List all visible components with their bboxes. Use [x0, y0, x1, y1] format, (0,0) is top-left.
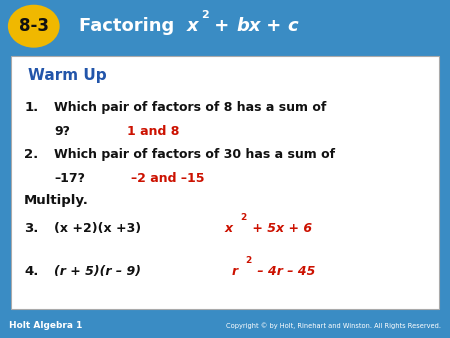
Text: x: x — [225, 222, 233, 235]
Text: (x +2)(x +3): (x +2)(x +3) — [54, 222, 141, 235]
Text: 2: 2 — [201, 10, 209, 20]
FancyBboxPatch shape — [11, 56, 439, 309]
Text: Copyright © by Holt, Rinehart and Winston. All Rights Reserved.: Copyright © by Holt, Rinehart and Winsto… — [226, 322, 441, 329]
Text: 3.: 3. — [24, 222, 38, 235]
Text: + 5x + 6: + 5x + 6 — [248, 222, 312, 235]
Text: – 4r – 45: – 4r – 45 — [253, 265, 315, 278]
Text: 2: 2 — [246, 256, 252, 265]
Text: (r + 5)(r – 9): (r + 5)(r – 9) — [54, 265, 141, 278]
Text: Factoring: Factoring — [79, 17, 180, 35]
Text: 2.: 2. — [24, 148, 38, 161]
Text: 2: 2 — [240, 213, 246, 222]
Text: r: r — [231, 265, 238, 278]
Text: Holt Algebra 1: Holt Algebra 1 — [9, 321, 82, 330]
Text: Which pair of factors of 30 has a sum of: Which pair of factors of 30 has a sum of — [54, 148, 335, 161]
Text: 1.: 1. — [24, 101, 38, 114]
Ellipse shape — [8, 5, 59, 48]
Text: +: + — [260, 17, 287, 35]
Text: 4.: 4. — [24, 265, 38, 278]
Text: Multiply.: Multiply. — [24, 194, 89, 207]
Text: –2 and –15: –2 and –15 — [131, 172, 204, 185]
Text: –17?: –17? — [54, 172, 85, 185]
Text: Warm Up: Warm Up — [28, 68, 107, 83]
Text: Which pair of factors of 8 has a sum of: Which pair of factors of 8 has a sum of — [54, 101, 326, 114]
Text: x: x — [187, 17, 198, 35]
Text: 9?: 9? — [54, 125, 70, 138]
Text: 1 and 8: 1 and 8 — [127, 125, 179, 138]
Text: +: + — [208, 17, 235, 35]
Text: 8-3: 8-3 — [19, 17, 49, 35]
Text: bx: bx — [236, 17, 261, 35]
Text: c: c — [287, 17, 298, 35]
